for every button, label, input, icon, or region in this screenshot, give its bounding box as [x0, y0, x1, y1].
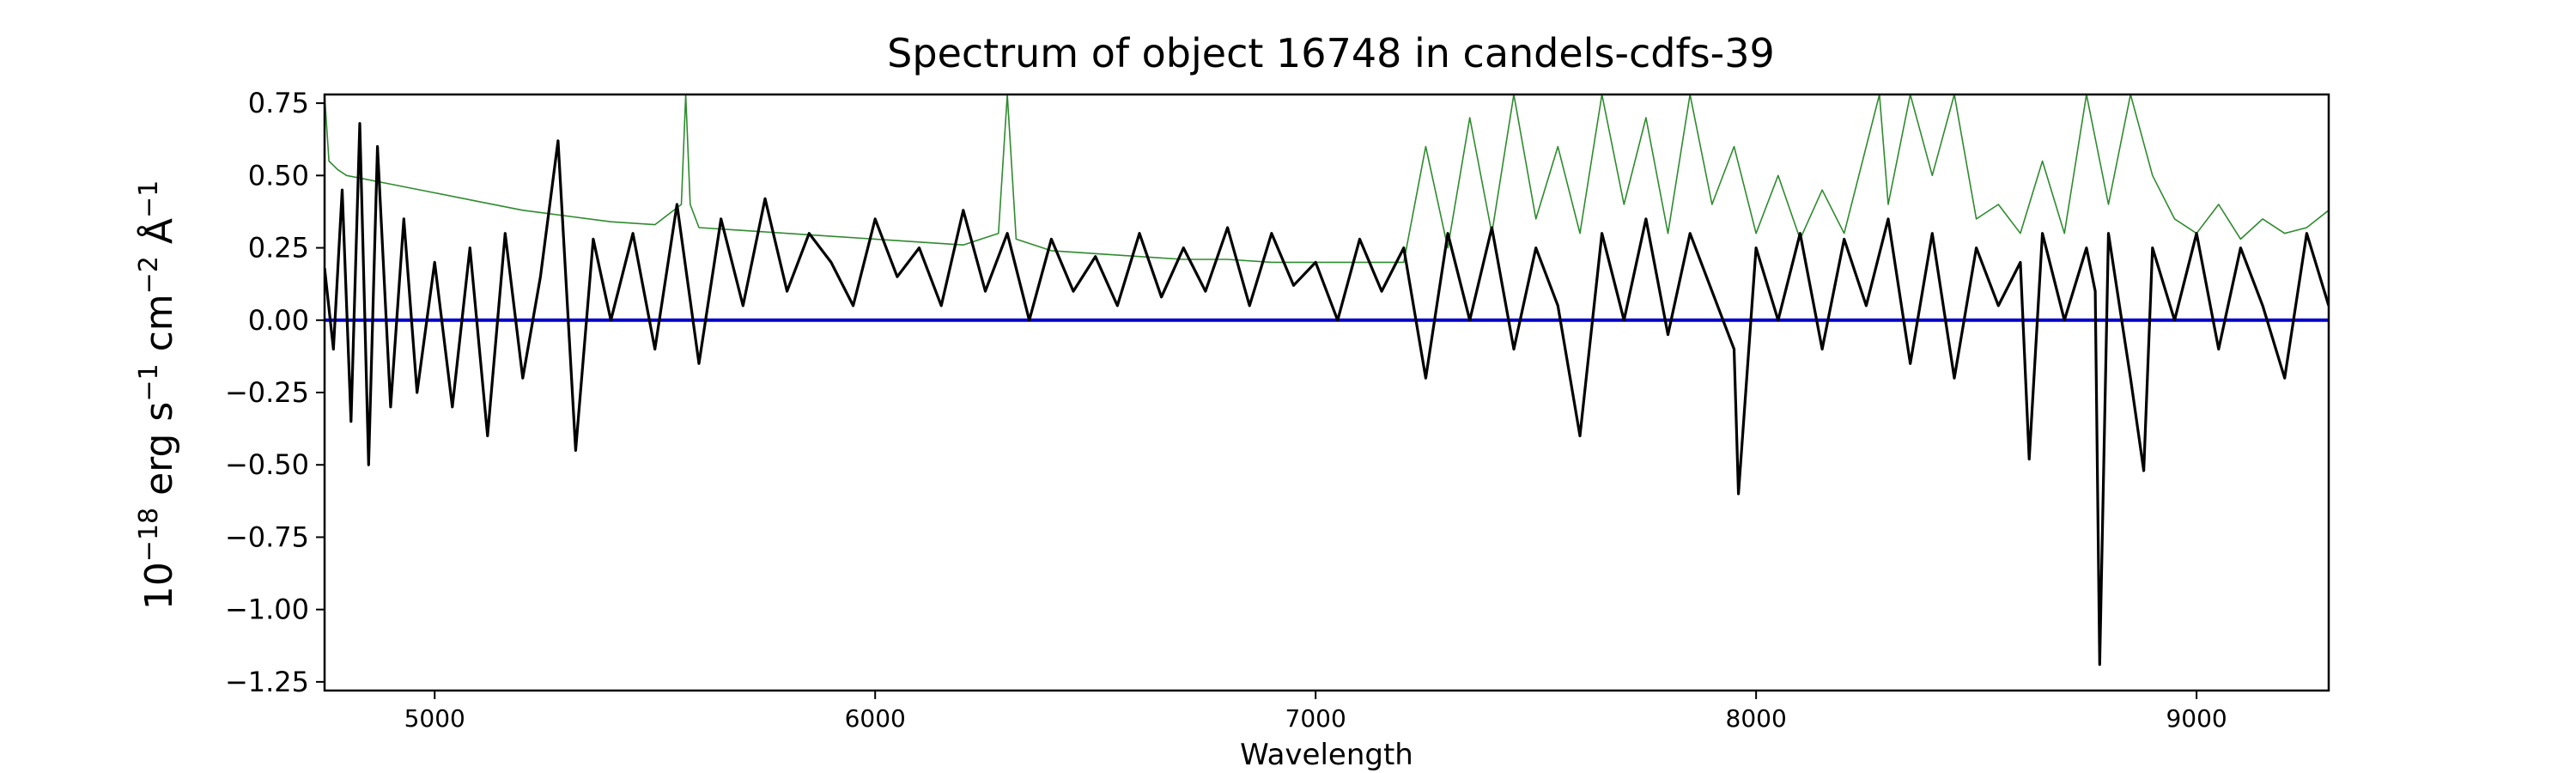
y-tick-label: −0.75 — [225, 520, 309, 553]
y-tick-label: 0.75 — [248, 87, 309, 119]
y-label-base: 10 — [137, 562, 181, 610]
y-tick-label: 0.50 — [248, 159, 309, 192]
x-tick-label: 5000 — [404, 704, 465, 733]
y-label-unit2-exp: −2 — [134, 256, 164, 294]
y-tick-label: 0.00 — [248, 304, 309, 337]
x-tick-label: 9000 — [2166, 704, 2227, 733]
x-tick-label: 7000 — [1285, 704, 1346, 733]
y-axis-label: 10−18 erg s−1 cm−2 Å−1 — [134, 180, 182, 610]
x-axis-ticks: 5000 6000 7000 8000 9000 — [404, 691, 2227, 733]
x-tick-label: 6000 — [845, 704, 906, 733]
chart-title: Spectrum of object 16748 in candels-cdfs… — [887, 30, 1775, 76]
y-axis-ticks: 0.75 0.50 0.25 0.00 −0.25 −0.50 −0.75 −1.00 −1.2… — [225, 87, 325, 698]
plot-lines — [325, 94, 2329, 666]
y-label-exp: −18 — [134, 508, 164, 562]
y-tick-label: −0.50 — [225, 448, 309, 481]
plot-frame — [323, 93, 2330, 692]
y-label-unit1: erg s — [137, 402, 181, 508]
y-tick-label: −0.25 — [225, 376, 309, 409]
y-tick-label: −1.25 — [225, 666, 309, 698]
y-tick-label: −1.00 — [225, 593, 309, 626]
y-label-unit2: cm — [137, 294, 181, 363]
y-label-unit1-exp: −1 — [134, 363, 164, 401]
y-label-unit3-exp: −1 — [134, 180, 164, 218]
y-label-unit3: Å — [136, 218, 181, 256]
x-tick-label: 8000 — [1726, 704, 1787, 733]
series-line-flux — [325, 122, 2329, 666]
x-axis-label: Wavelength — [1240, 738, 1413, 772]
series-line-error — [325, 94, 2329, 264]
y-tick-label: 0.25 — [248, 232, 309, 265]
